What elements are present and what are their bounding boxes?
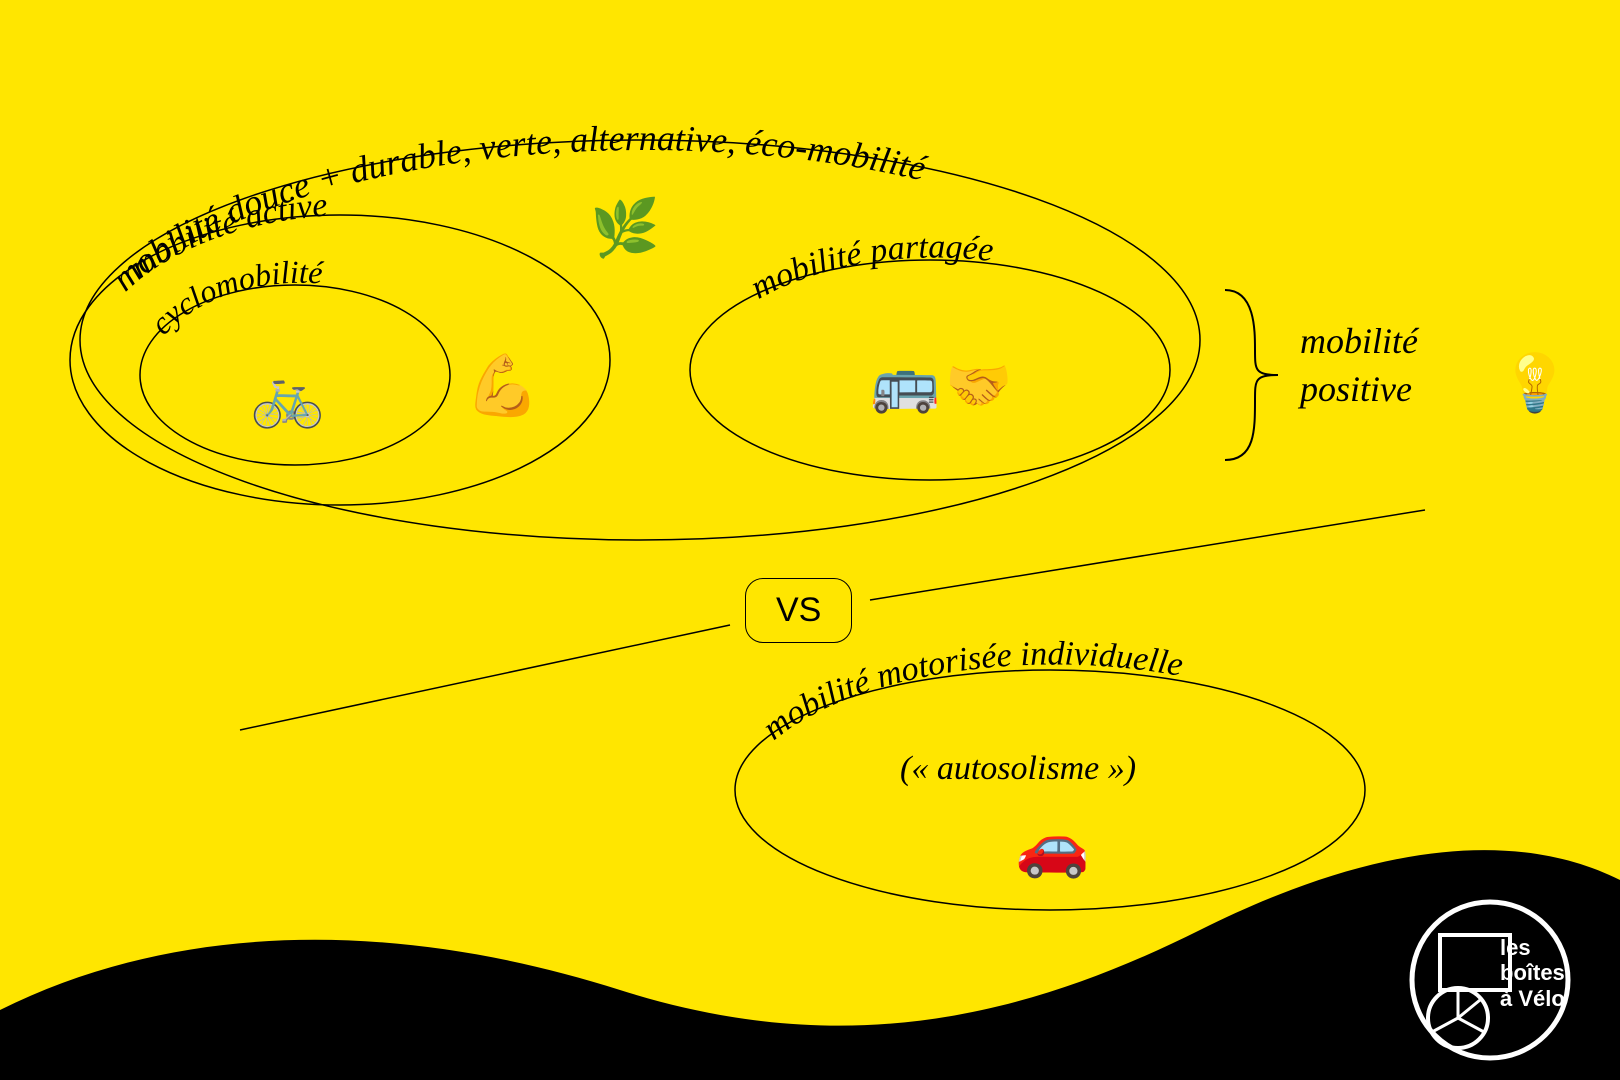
logo-line1: les bbox=[1500, 935, 1565, 960]
background-svg: mobilité douce + durable, verte, alterna… bbox=[0, 0, 1620, 1080]
car-icon: 🚗 bbox=[1015, 810, 1090, 881]
side-label-line1: mobilité bbox=[1300, 320, 1418, 362]
handshake-icon: 🤝 bbox=[945, 355, 1012, 418]
leaf-icon: 🌿 bbox=[590, 195, 660, 261]
muscle-icon: 💪 bbox=[465, 350, 540, 421]
bulb-icon: 💡 bbox=[1500, 350, 1570, 416]
logo-line3: à Vélo bbox=[1500, 986, 1565, 1011]
bus-icon: 🚌 bbox=[870, 350, 940, 416]
logo-text: les boîtes à Vélo bbox=[1500, 935, 1565, 1011]
vs-box: VS bbox=[745, 578, 852, 643]
motor-ellipse-label-inside: (« autosolisme ») bbox=[900, 750, 1136, 788]
vs-label: VS bbox=[776, 591, 821, 629]
bike-icon: 🚲 bbox=[250, 360, 325, 431]
logo-line2: boîtes bbox=[1500, 960, 1565, 985]
side-label-line2: positive bbox=[1300, 368, 1412, 410]
diagram-canvas: mobilité douce + durable, verte, alterna… bbox=[0, 0, 1620, 1080]
